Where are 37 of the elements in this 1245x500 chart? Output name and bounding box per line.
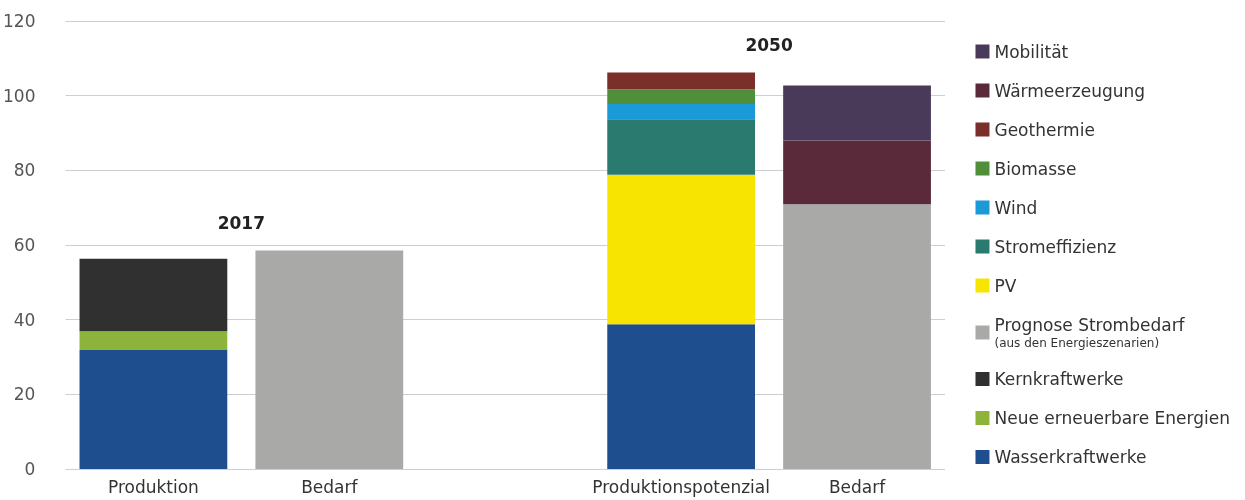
annotation: 2017	[217, 212, 266, 233]
x-tick-label: Produktionspotenzial	[592, 476, 770, 497]
y-tick-label: 120	[2, 11, 36, 31]
y-tick-label: 80	[13, 160, 36, 181]
legend-label: PV	[994, 275, 1017, 296]
y-tick-label: 0	[24, 459, 36, 479]
legend-label: Wärmeerzeugung	[994, 80, 1146, 101]
bar	[607, 324, 756, 469]
x-tick-label: Bedarf	[828, 476, 887, 497]
bar	[79, 258, 228, 332]
bar	[607, 174, 756, 325]
legend-label: Stromeffizienz	[994, 236, 1117, 257]
annotation: 2050	[745, 34, 793, 55]
legend-label: Biomasse	[994, 158, 1077, 179]
legend-label: Mobilität	[994, 41, 1069, 62]
legend-label: Geothermie	[994, 119, 1095, 140]
x-tick-label: Produktion	[107, 476, 199, 497]
bar	[607, 103, 756, 120]
bar	[783, 204, 931, 469]
legend-label: Wasserkraftwerke	[994, 447, 1147, 467]
legend-label: Wind	[994, 197, 1038, 218]
bar	[783, 140, 931, 205]
legend-label: Prognose Strombedarf (aus den Energieszenarien)	[994, 314, 1186, 350]
bar	[79, 349, 228, 469]
legend-label: Kernkraftwerke	[994, 369, 1124, 389]
y-tick-label: 60	[13, 235, 36, 255]
bar	[607, 119, 756, 175]
bar	[607, 89, 756, 104]
bar	[607, 72, 756, 90]
y-tick-label: 20	[13, 384, 36, 405]
bar	[783, 85, 931, 141]
x-tick-label: Bedarf	[301, 476, 359, 497]
bar	[79, 331, 228, 350]
y-tick-label: 100	[2, 85, 36, 106]
y-tick-label: 40	[13, 309, 36, 330]
legend-label: Neue erneuerbare Energien	[994, 408, 1231, 428]
bar	[255, 250, 404, 469]
